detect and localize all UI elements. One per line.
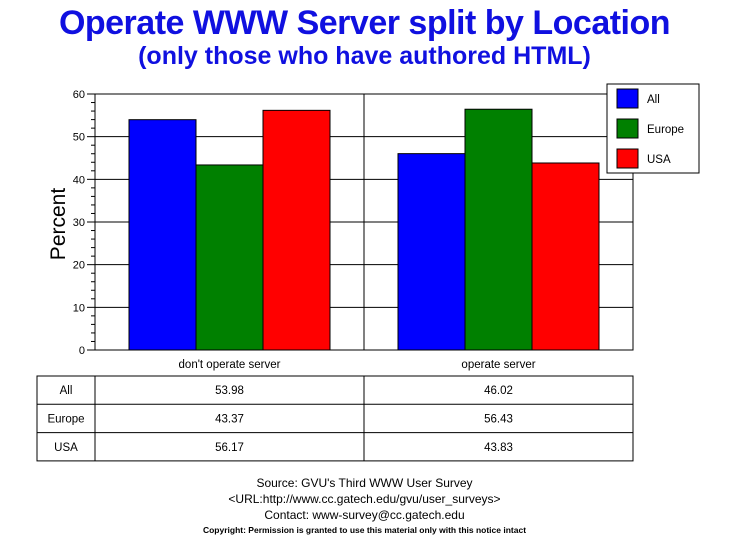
table-cell: 43.83 <box>484 442 513 454</box>
table-row-label: All <box>60 385 73 397</box>
y-tick-label: 30 <box>73 217 85 229</box>
legend-label-usa: USA <box>647 154 671 166</box>
table-cell: 46.02 <box>484 385 513 397</box>
table-row-label: Europe <box>47 413 84 425</box>
table-cell: 53.98 <box>215 385 244 397</box>
table-cell: 56.17 <box>215 442 244 454</box>
source-text: Source: GVU's Third WWW User Survey <box>256 476 473 490</box>
legend-swatch-usa <box>616 148 639 169</box>
data-table-frame <box>36 375 634 462</box>
table-cell: 56.43 <box>484 413 513 425</box>
bar-all-1 <box>397 153 466 351</box>
y-tick-label: 0 <box>79 345 85 357</box>
source-url: <URL:http://www.cc.gatech.edu/gvu/user_s… <box>228 492 501 506</box>
table-cell: 43.37 <box>215 413 244 425</box>
legend-label-europe: Europe <box>647 124 684 136</box>
x-category-label: don't operate server <box>179 359 281 371</box>
legend-swatch-europe <box>616 118 639 139</box>
copyright-text: Copyright: Permission is granted to use … <box>202 525 527 535</box>
bar-usa-0 <box>262 109 331 351</box>
bar-europe-1 <box>464 108 533 351</box>
contact-text: Contact: www-survey@cc.gatech.edu <box>264 508 465 522</box>
legend-label-all: All <box>647 94 660 106</box>
y-axis-label: Percent <box>47 188 70 261</box>
y-tick-label: 60 <box>73 89 85 101</box>
chart-subtitle: (only those who have authored HTML) <box>138 42 591 70</box>
x-category-label: operate server <box>461 359 535 371</box>
y-tick-label: 40 <box>73 174 85 186</box>
bar-europe-0 <box>195 164 264 351</box>
table-row-label: USA <box>54 442 78 454</box>
y-tick-label: 20 <box>73 260 85 272</box>
bar-all-0 <box>128 119 197 351</box>
chart-title: Operate WWW Server split by Location <box>58 4 671 42</box>
legend: All Europe USA <box>606 83 700 174</box>
legend-swatch-all <box>616 88 639 109</box>
y-tick-label: 50 <box>73 132 85 144</box>
bar-usa-1 <box>531 162 600 351</box>
y-tick-label: 10 <box>73 302 85 314</box>
